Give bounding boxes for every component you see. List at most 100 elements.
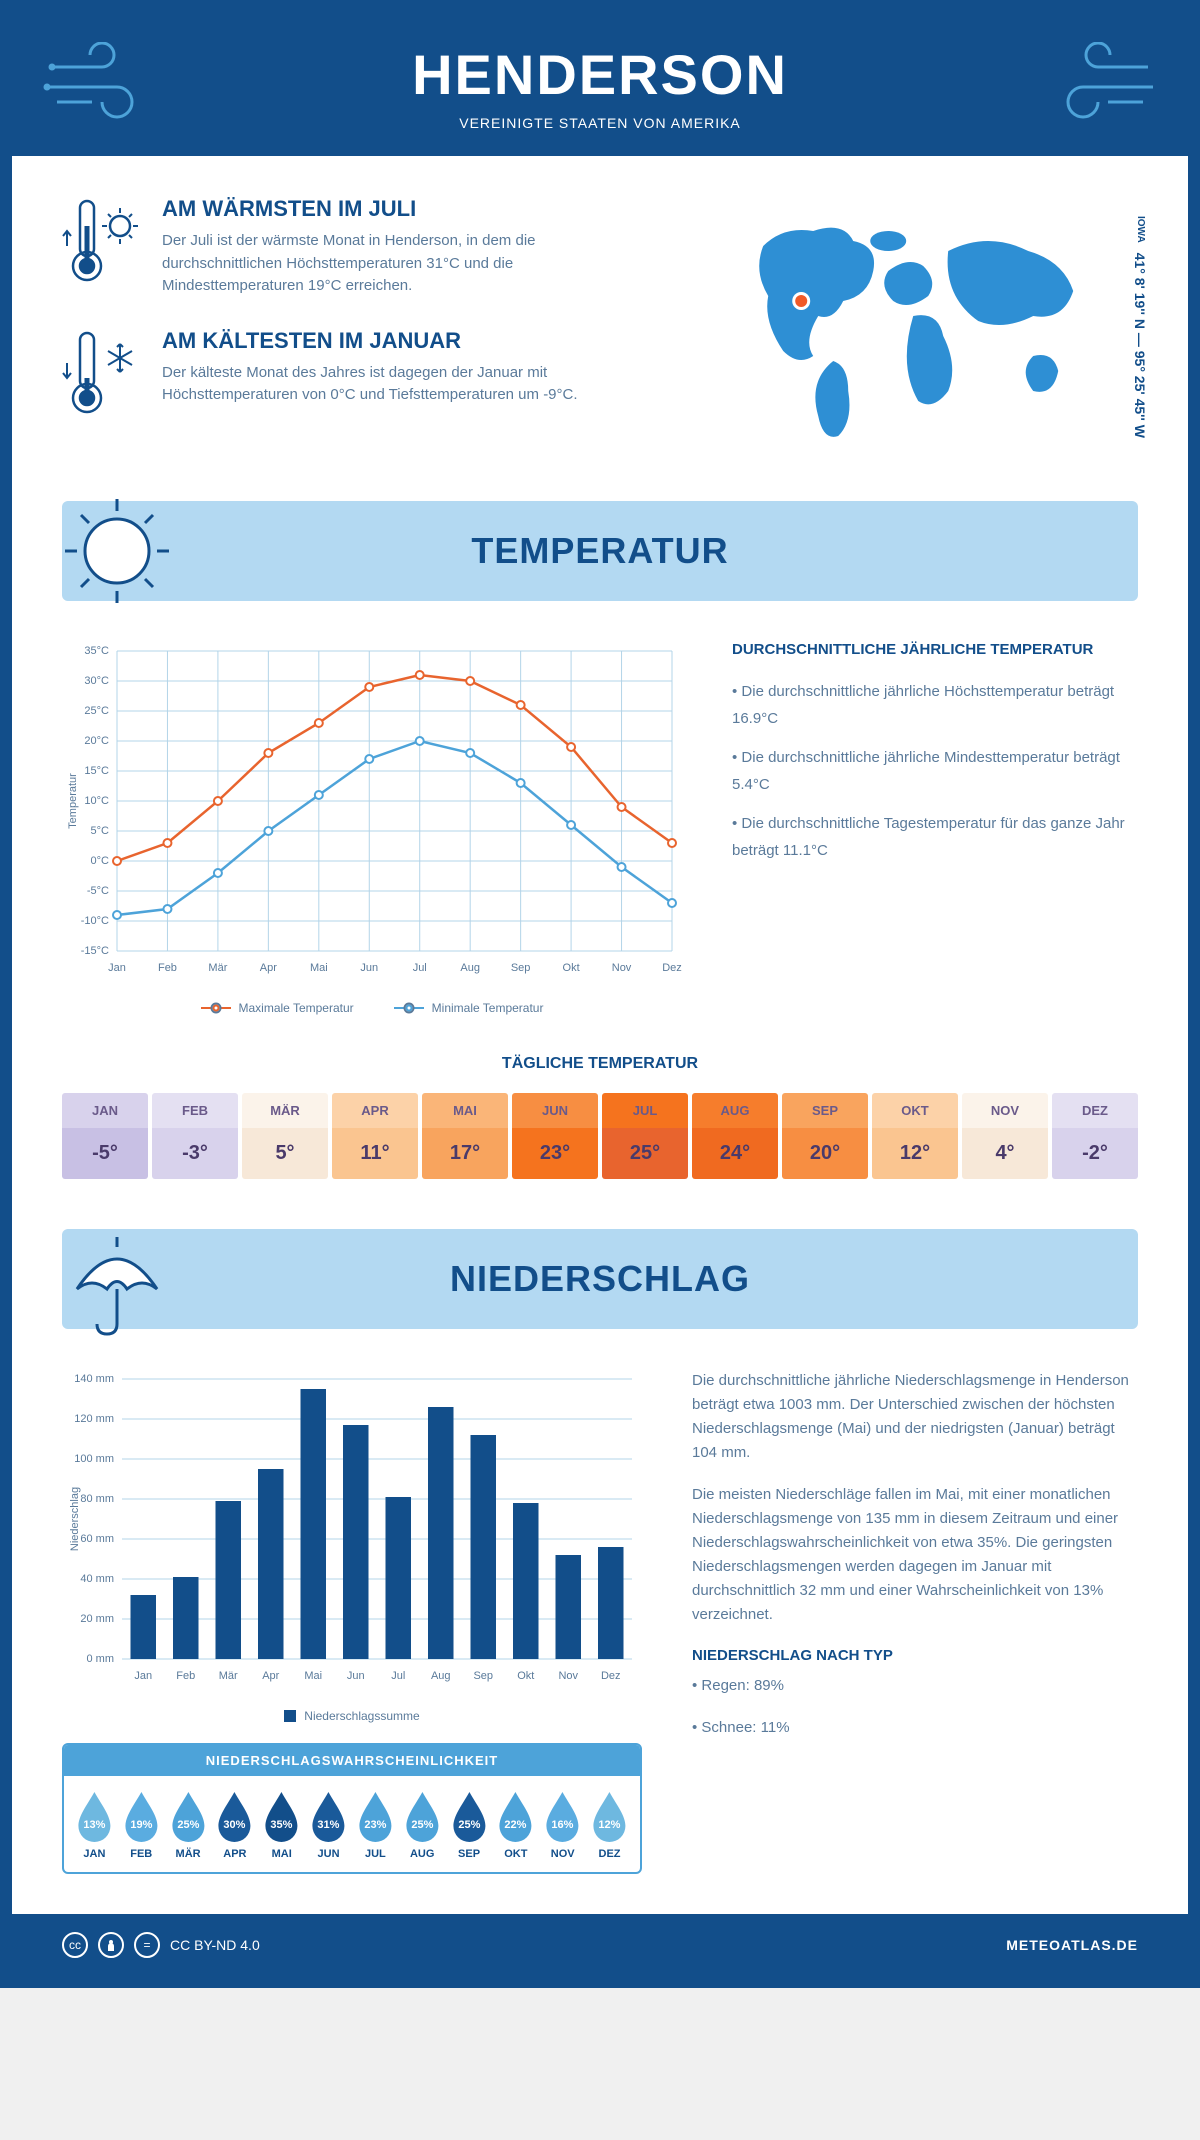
sun-icon (57, 491, 177, 611)
svg-text:40 mm: 40 mm (80, 1573, 114, 1585)
temp-desc-b1: • Die durchschnittliche jährliche Höchst… (732, 678, 1138, 732)
temperature-line-chart: -15°C-10°C-5°C0°C5°C10°C15°C20°C25°C30°C… (62, 641, 682, 981)
daily-temp-cell: JAN-5° (62, 1093, 148, 1179)
coldest-text: Der kälteste Monat des Jahres ist dagege… (162, 362, 648, 407)
precip-chart-legend: Niederschlagssumme (62, 1709, 642, 1723)
svg-text:Aug: Aug (431, 1670, 451, 1682)
by-icon (98, 1932, 124, 1958)
svg-text:25°C: 25°C (84, 705, 109, 717)
svg-text:Sep: Sep (473, 1670, 493, 1682)
state-label: IOWA (1135, 216, 1146, 243)
svg-text:15°C: 15°C (84, 765, 109, 777)
temperature-banner: TEMPERATUR (62, 501, 1138, 601)
svg-text:Okt: Okt (563, 962, 580, 974)
prob-cell: 30%APR (212, 1788, 257, 1860)
precip-type-2: • Schnee: 11% (692, 1716, 1138, 1740)
svg-text:Jun: Jun (347, 1670, 365, 1682)
svg-text:0°C: 0°C (91, 855, 110, 867)
wind-icon (42, 42, 162, 122)
daily-temp-cell: DEZ-2° (1052, 1093, 1138, 1179)
precipitation-bar-chart: 0 mm20 mm40 mm60 mm80 mm100 mm120 mm140 … (62, 1369, 642, 1689)
daily-temp-cell: APR11° (332, 1093, 418, 1179)
svg-text:30%: 30% (224, 1819, 246, 1831)
prob-cell: 22%OKT (493, 1788, 538, 1860)
svg-text:13%: 13% (83, 1819, 105, 1831)
daily-temp-cell: AUG24° (692, 1093, 778, 1179)
svg-text:22%: 22% (505, 1819, 527, 1831)
svg-text:12%: 12% (599, 1819, 621, 1831)
prob-cell: 23%JUL (353, 1788, 398, 1860)
coldest-title: AM KÄLTESTEN IM JANUAR (162, 328, 648, 354)
daily-temp-cell: MAI17° (422, 1093, 508, 1179)
svg-text:25%: 25% (177, 1819, 199, 1831)
svg-text:Jan: Jan (108, 962, 126, 974)
svg-text:100 mm: 100 mm (74, 1453, 114, 1465)
svg-text:Jul: Jul (413, 962, 427, 974)
svg-text:Niederschlag: Niederschlag (69, 1487, 81, 1551)
svg-text:Jun: Jun (360, 962, 378, 974)
svg-text:25%: 25% (458, 1819, 480, 1831)
warmest-fact: AM WÄRMSTEN IM JULI Der Juli ist der wär… (62, 196, 648, 298)
svg-text:120 mm: 120 mm (74, 1413, 114, 1425)
svg-text:Jul: Jul (391, 1670, 405, 1682)
daily-temp-cell: OKT12° (872, 1093, 958, 1179)
precip-type-1: • Regen: 89% (692, 1674, 1138, 1698)
precipitation-heading: NIEDERSCHLAG (450, 1258, 750, 1300)
svg-text:Mär: Mär (219, 1670, 238, 1682)
temp-chart-legend: Maximale Temperatur Minimale Temperatur (62, 1001, 682, 1015)
svg-text:30°C: 30°C (84, 675, 109, 687)
svg-text:10°C: 10°C (84, 795, 109, 807)
svg-text:Jan: Jan (134, 1670, 152, 1682)
warmest-text: Der Juli ist der wärmste Monat in Hender… (162, 230, 648, 298)
license-label: CC BY-ND 4.0 (170, 1937, 260, 1953)
precipitation-probability-box: NIEDERSCHLAGSWAHRSCHEINLICHKEIT 13%JAN19… (62, 1743, 642, 1874)
svg-text:Mär: Mär (208, 962, 227, 974)
svg-text:0 mm: 0 mm (87, 1653, 115, 1665)
thermometer-cold-icon (62, 328, 142, 418)
prob-title: NIEDERSCHLAGSWAHRSCHEINLICHKEIT (64, 1745, 640, 1776)
temp-desc-b3: • Die durchschnittliche Tagestemperatur … (732, 810, 1138, 864)
footer: cc = CC BY-ND 4.0 METEOATLAS.DE (12, 1914, 1188, 1976)
world-map-icon (688, 196, 1138, 456)
daily-temp-cell: JUL25° (602, 1093, 688, 1179)
prob-cell: 25%AUG (400, 1788, 445, 1860)
country-subtitle: VEREINIGTE STAATEN VON AMERIKA (32, 115, 1168, 131)
daily-temp-cell: JUN23° (512, 1093, 598, 1179)
svg-text:20°C: 20°C (84, 735, 109, 747)
daily-temp-cell: NOV4° (962, 1093, 1048, 1179)
svg-text:25%: 25% (411, 1819, 433, 1831)
svg-text:35°C: 35°C (84, 645, 109, 657)
svg-text:Okt: Okt (517, 1670, 534, 1682)
umbrella-icon (57, 1219, 177, 1339)
prob-cell: 16%NOV (540, 1788, 585, 1860)
thermometer-hot-icon (62, 196, 142, 286)
svg-text:Mai: Mai (304, 1670, 322, 1682)
svg-text:Temperatur: Temperatur (67, 773, 79, 829)
cc-icon: cc (62, 1932, 88, 1958)
svg-text:20 mm: 20 mm (80, 1613, 114, 1625)
svg-text:23%: 23% (364, 1819, 386, 1831)
temp-desc-b2: • Die durchschnittliche jährliche Mindes… (732, 744, 1138, 798)
site-name: METEOATLAS.DE (1006, 1937, 1138, 1953)
daily-temp-cell: MÄR5° (242, 1093, 328, 1179)
prob-cell: 12%DEZ (587, 1788, 632, 1860)
svg-text:Dez: Dez (662, 962, 682, 974)
svg-text:16%: 16% (552, 1819, 574, 1831)
header: HENDERSON VEREINIGTE STAATEN VON AMERIKA (12, 12, 1188, 156)
daily-temp-table: JAN-5°FEB-3°MÄR5°APR11°MAI17°JUN23°JUL25… (62, 1093, 1138, 1179)
svg-text:31%: 31% (318, 1819, 340, 1831)
svg-text:Apr: Apr (260, 962, 277, 974)
prob-cell: 35%MAI (259, 1788, 304, 1860)
temp-desc-heading: DURCHSCHNITTLICHE JÄHRLICHE TEMPERATUR (732, 641, 1138, 658)
nd-icon: = (134, 1932, 160, 1958)
svg-text:Nov: Nov (558, 1670, 578, 1682)
daily-temp-cell: FEB-3° (152, 1093, 238, 1179)
svg-text:Feb: Feb (176, 1670, 195, 1682)
wind-icon (1038, 42, 1158, 122)
svg-text:Feb: Feb (158, 962, 177, 974)
prob-cell: 19%FEB (119, 1788, 164, 1860)
svg-text:-5°C: -5°C (87, 885, 109, 897)
svg-text:Mai: Mai (310, 962, 328, 974)
svg-text:60 mm: 60 mm (80, 1533, 114, 1545)
svg-text:-15°C: -15°C (81, 945, 109, 957)
